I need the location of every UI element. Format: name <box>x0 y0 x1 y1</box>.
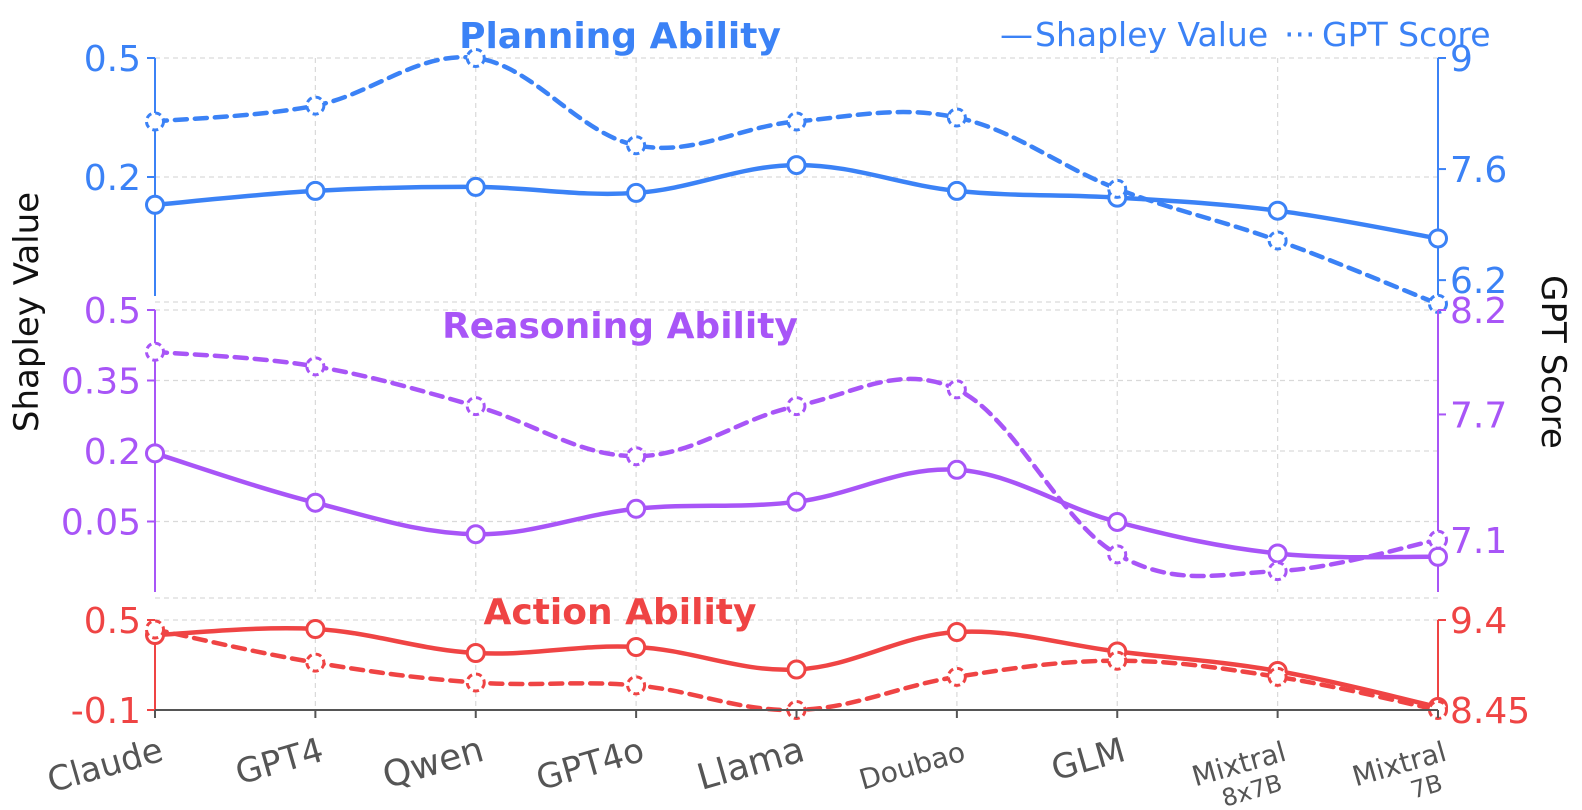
data-point <box>1428 228 1448 249</box>
data-point <box>305 619 326 639</box>
x-tick-label: GPT4o <box>532 730 649 799</box>
data-point <box>626 675 647 696</box>
data-point <box>305 652 326 673</box>
data-point <box>946 622 967 642</box>
data-point <box>145 619 165 640</box>
legend-glyph-dashed: ··· <box>1284 15 1315 54</box>
left-tick-label: 0.2 <box>84 158 141 199</box>
right-tick-label: 9.4 <box>1450 601 1507 642</box>
data-point <box>626 446 647 467</box>
left-axis-title: Shapley Value <box>7 192 47 432</box>
data-point <box>1107 650 1128 671</box>
data-point <box>1267 561 1288 582</box>
right-tick-label: 7.1 <box>1450 521 1507 562</box>
legend-label-shapley: Shapley Value <box>1035 15 1268 54</box>
data-point <box>465 396 486 417</box>
data-point <box>145 341 165 362</box>
data-point <box>465 672 486 693</box>
data-point <box>1428 529 1448 550</box>
data-point <box>1267 200 1288 221</box>
data-point <box>465 48 486 68</box>
legend: — Shapley Value ··· GPT Score <box>1000 15 1491 54</box>
data-point <box>1267 666 1288 687</box>
data-point <box>305 492 326 513</box>
left-tick-label: 0.35 <box>61 362 141 403</box>
x-tick-label: GLM <box>1047 730 1130 789</box>
left-tick-label: 0.5 <box>84 601 141 642</box>
data-point <box>145 194 165 215</box>
x-axis: Claude GPT4 Qwen GPT4o Llama Doubao GLM Mixtral… <box>43 710 1450 810</box>
right-tick-label: 7.6 <box>1450 150 1507 191</box>
x-tick-label: Claude <box>43 730 168 801</box>
data-point <box>1107 544 1128 565</box>
data-point <box>465 643 486 663</box>
left-tick-label: 0.5 <box>84 39 141 80</box>
x-tick-label: Qwen <box>378 729 488 797</box>
right-tick-label: 9 <box>1450 39 1473 80</box>
left-tick-label: 0.5 <box>84 291 141 332</box>
data-point <box>946 180 967 201</box>
data-point <box>626 182 647 203</box>
right-axis-title: GPT Score <box>1533 275 1573 449</box>
data-point <box>1107 511 1128 532</box>
left-tick-label: 0.05 <box>61 503 141 544</box>
x-tick-label: Llama <box>693 729 809 799</box>
data-point <box>465 524 486 545</box>
data-point <box>465 176 486 197</box>
data-point <box>305 180 326 201</box>
panel-1: 0.5 0.35 0.2 0.05 8.2 7.7 7.1 Reasoning Ability <box>61 291 1507 599</box>
panel-title: Planning Ability <box>459 16 781 57</box>
data-point <box>786 396 807 417</box>
right-tick-label: 7.7 <box>1450 395 1507 436</box>
data-point <box>946 459 967 480</box>
right-tick-label: 8.2 <box>1450 291 1507 332</box>
series-gpt-score <box>145 48 1448 314</box>
data-point <box>1267 230 1288 251</box>
data-point <box>305 95 326 116</box>
left-tick-label: -0.1 <box>71 691 141 732</box>
data-point <box>1267 543 1288 564</box>
data-point <box>946 107 967 128</box>
data-point <box>145 443 165 464</box>
data-point <box>946 666 967 687</box>
right-tick-label: 8.45 <box>1450 691 1530 732</box>
series-gpt-score <box>145 341 1448 582</box>
x-tick-label: Doubao <box>855 735 968 797</box>
panel-title: Action Ability <box>484 592 757 633</box>
data-point <box>626 498 647 519</box>
data-point <box>786 491 807 512</box>
series-shapley-value <box>145 443 1448 567</box>
legend-glyph-solid: — <box>1000 15 1033 54</box>
data-point <box>626 637 647 657</box>
panel-0: 0.5 0.2 9 7.6 6.2 Planning Ability <box>84 16 1507 314</box>
data-point <box>786 111 807 132</box>
series-shapley-value <box>145 155 1448 249</box>
data-point <box>305 356 326 377</box>
data-point <box>786 155 807 176</box>
data-point <box>145 111 165 132</box>
right-tick-label: 6.2 <box>1450 261 1507 302</box>
left-tick-label: 0.2 <box>84 432 141 473</box>
legend-label-gpt: GPT Score <box>1322 15 1491 54</box>
panel-title: Reasoning Ability <box>442 306 798 347</box>
data-point <box>626 135 647 156</box>
data-point <box>1428 546 1448 567</box>
data-point <box>946 379 967 400</box>
x-tick-label: GPT4 <box>231 730 328 793</box>
data-point <box>786 659 807 680</box>
data-point <box>1107 178 1128 199</box>
